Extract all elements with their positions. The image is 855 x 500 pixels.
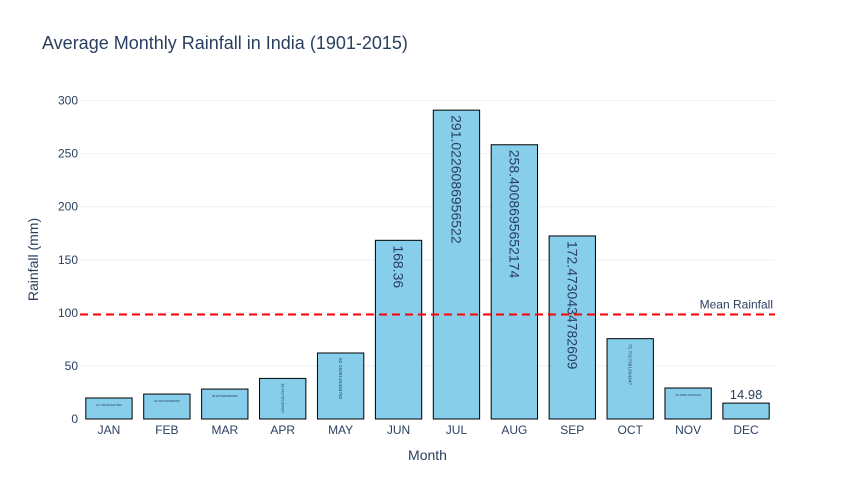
x-tick-label: FEB bbox=[155, 423, 178, 437]
data-label: 172.4730434782609 bbox=[564, 241, 580, 370]
bar-jun bbox=[374, 239, 423, 420]
bar-aug bbox=[490, 144, 539, 420]
y-tick-label: 200 bbox=[58, 200, 78, 214]
chart-title: Average Monthly Rainfall in India (1901-… bbox=[42, 33, 408, 53]
bar-feb bbox=[143, 393, 191, 420]
x-tick-label: MAY bbox=[328, 423, 353, 437]
data-label: 14.98 bbox=[730, 387, 763, 402]
data-label: 258.4008695652174 bbox=[506, 150, 522, 279]
bar-nov bbox=[664, 387, 712, 420]
x-axis-ticks: JAN FEB MAR APR MAY JUN JUL AUG SEP OCT NOV DEC bbox=[98, 423, 759, 437]
y-tick-label: 50 bbox=[65, 359, 79, 373]
x-tick-label: JUN bbox=[387, 423, 410, 437]
y-tick-label: 100 bbox=[58, 306, 78, 320]
x-tick-label: JAN bbox=[98, 423, 121, 437]
x-tick-label: NOV bbox=[675, 423, 701, 437]
x-tick-label: APR bbox=[270, 423, 295, 437]
bar-apr bbox=[259, 377, 307, 420]
mean-rainfall-line-group: Mean Rainfall bbox=[80, 297, 775, 316]
bar-dec bbox=[722, 402, 770, 420]
x-axis-title: Month bbox=[408, 447, 447, 463]
y-tick-label: 150 bbox=[58, 253, 78, 267]
x-tick-label: JUL bbox=[446, 423, 468, 437]
bar-jan bbox=[85, 397, 133, 420]
bar-oct bbox=[606, 338, 654, 420]
data-label: 19.7991304347826 bbox=[96, 403, 122, 407]
y-tick-label: 300 bbox=[58, 94, 78, 108]
x-tick-label: DEC bbox=[733, 423, 759, 437]
mean-rainfall-label: Mean Rainfall bbox=[700, 297, 773, 311]
x-tick-label: AUG bbox=[501, 423, 527, 437]
bar-sep bbox=[548, 235, 596, 420]
bar-may bbox=[316, 352, 365, 420]
y-tick-label: 0 bbox=[71, 412, 78, 426]
data-labels: 19.7991304347826 23.4947826086956 28.20782… bbox=[96, 115, 762, 413]
y-axis-ticks: 0 50 100 150 200 250 300 bbox=[58, 94, 78, 426]
data-label: 168.36 bbox=[391, 245, 407, 288]
data-label: 23.4947826086956 bbox=[154, 399, 180, 403]
x-tick-label: MAR bbox=[211, 423, 238, 437]
data-label: 291.0226086956522 bbox=[448, 115, 464, 244]
data-label: 28.2078260869565 bbox=[212, 394, 238, 398]
bar-mar bbox=[201, 388, 249, 420]
bar-jul bbox=[432, 109, 481, 420]
x-tick-label: OCT bbox=[618, 423, 644, 437]
data-label: 38.2437391304347 bbox=[280, 383, 284, 413]
data-label: 29.1952173913043 bbox=[675, 393, 701, 397]
gridlines bbox=[80, 100, 775, 367]
bars bbox=[85, 109, 770, 420]
data-label: 75.7017391304347 bbox=[627, 344, 633, 386]
x-tick-label: SEP bbox=[560, 423, 584, 437]
y-axis-title: Rainfall (mm) bbox=[25, 218, 41, 301]
y-tick-label: 250 bbox=[58, 147, 78, 161]
data-label: 62.1939130434782 bbox=[337, 358, 343, 400]
